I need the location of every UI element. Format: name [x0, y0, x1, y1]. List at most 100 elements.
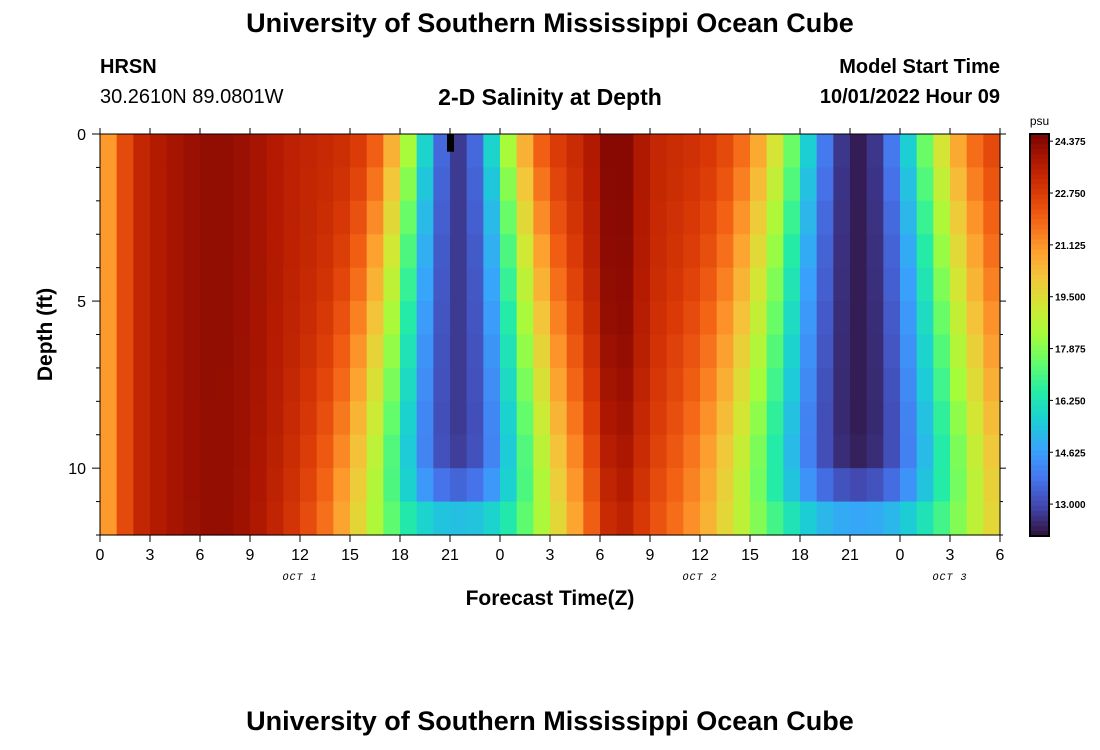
heatmap-cell — [400, 334, 418, 369]
heatmap-cell — [516, 367, 534, 402]
heatmap-cell — [533, 401, 551, 436]
heatmap-cell — [416, 367, 434, 402]
heatmap-cell — [816, 167, 834, 202]
heatmap-cell — [283, 301, 301, 336]
heatmap-cell — [283, 401, 301, 436]
heatmap-cell — [150, 167, 168, 202]
heatmap-cell — [300, 334, 318, 369]
heatmap-cell — [750, 468, 768, 503]
heatmap-cell — [233, 501, 251, 536]
heatmap-cell — [116, 167, 134, 202]
model-start-time: 10/01/2022 Hour 09 — [819, 86, 1000, 108]
x-tick-label: 15 — [741, 547, 759, 564]
heatmap-cell — [633, 301, 651, 336]
heatmap-cell — [716, 167, 734, 202]
heatmap-cell — [183, 468, 201, 503]
heatmap-cell — [216, 134, 234, 169]
heatmap-cell — [616, 367, 634, 402]
heatmap-cell — [850, 200, 868, 235]
heatmap-cell — [116, 468, 134, 503]
heatmap-cell — [666, 334, 684, 369]
colorbar-segment — [1030, 480, 1049, 487]
heatmap-cell — [833, 367, 851, 402]
heatmap-cell — [916, 434, 934, 469]
heatmap-cell — [550, 234, 568, 269]
heatmap-cell — [266, 401, 284, 436]
heatmap-cell — [150, 501, 168, 536]
heatmap-cell — [516, 501, 534, 536]
heatmap-cell — [900, 434, 918, 469]
heatmap-cell — [800, 501, 818, 536]
heatmap-cell — [150, 468, 168, 503]
heatmap-cell — [483, 334, 501, 369]
heatmap-cell — [933, 401, 951, 436]
heatmap-cell — [633, 234, 651, 269]
heatmap-cell — [616, 134, 634, 169]
heatmap-cell — [600, 334, 618, 369]
heatmap-cell — [850, 167, 868, 202]
heatmap-cell — [500, 434, 518, 469]
heatmap-cell — [366, 301, 384, 336]
heatmap-cell — [166, 468, 184, 503]
heatmap-cell — [666, 434, 684, 469]
heatmap-cell — [416, 401, 434, 436]
heatmap-cell — [783, 200, 801, 235]
heatmap-cell — [200, 301, 218, 336]
heatmap-cell — [783, 267, 801, 302]
heatmap-cell — [366, 367, 384, 402]
heatmap-cell — [383, 367, 401, 402]
heatmap-cell — [933, 334, 951, 369]
heatmap-cell — [866, 234, 884, 269]
x-tick-label: 3 — [146, 547, 155, 564]
heatmap-cell — [983, 501, 1001, 536]
heatmap-cell — [233, 334, 251, 369]
colorbar-segment — [1030, 410, 1049, 416]
y-tick-label: 5 — [77, 294, 86, 311]
heatmap-cell — [700, 334, 718, 369]
heatmap-cell — [916, 301, 934, 336]
heatmap-cell — [633, 434, 651, 469]
heatmap-cell — [783, 434, 801, 469]
colorbar-segment — [1030, 244, 1049, 251]
heatmap-cell — [933, 501, 951, 536]
heatmap-cell — [633, 167, 651, 202]
heatmap-cell — [866, 401, 884, 436]
heatmap-cell — [666, 267, 684, 302]
heatmap-cell — [850, 134, 868, 169]
heatmap-cell — [583, 501, 601, 536]
heatmap-cell — [300, 134, 318, 169]
heatmap-cell — [816, 334, 834, 369]
heatmap-cell — [933, 267, 951, 302]
heatmap-cell — [383, 334, 401, 369]
heatmap-cell — [266, 468, 284, 503]
heatmap-cell — [350, 434, 368, 469]
heatmap-cell — [783, 134, 801, 169]
heatmap-cell — [833, 334, 851, 369]
heatmap-cell — [916, 167, 934, 202]
heatmap-cell — [583, 401, 601, 436]
heatmap-cell — [350, 167, 368, 202]
colorbar-segment — [1030, 254, 1049, 261]
heatmap-cell — [400, 267, 418, 302]
heatmap-cell — [433, 468, 451, 503]
heatmap-cell — [483, 468, 501, 503]
heatmap-cell — [333, 200, 351, 235]
heatmap-cell — [883, 301, 901, 336]
heatmap-cell — [716, 267, 734, 302]
heatmap-cell — [366, 167, 384, 202]
heatmap-cell — [316, 267, 334, 302]
heatmap-cell — [333, 401, 351, 436]
heatmap-cell — [733, 234, 751, 269]
colorbar-segment — [1030, 390, 1049, 396]
colorbar-segment — [1030, 440, 1049, 447]
heatmap-cell — [233, 267, 251, 302]
heatmap-cell — [350, 301, 368, 336]
heatmap-cell — [416, 334, 434, 369]
heatmap-cell — [516, 134, 534, 169]
heatmap-cell — [266, 167, 284, 202]
colorbar-segment — [1030, 355, 1049, 361]
heatmap-cell — [600, 234, 618, 269]
chart-subtitle: 2-D Salinity at Depth — [438, 84, 662, 110]
heatmap-cell — [816, 501, 834, 536]
heatmap-cell — [900, 367, 918, 402]
